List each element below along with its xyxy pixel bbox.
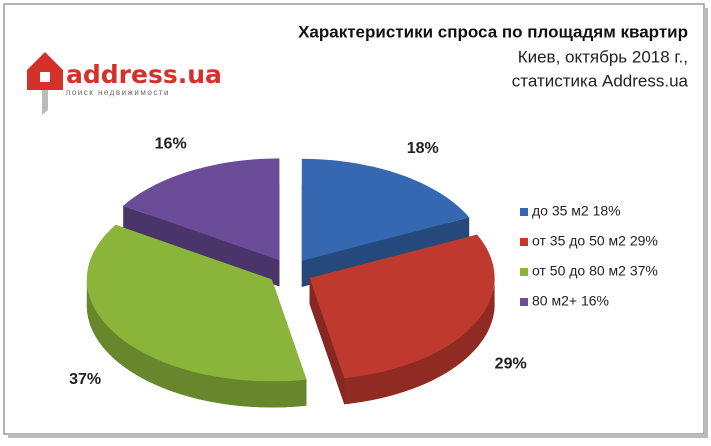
logo-name: address.ua [66,60,222,89]
data-label: 29% [495,355,527,372]
slice-side [86,279,307,408]
data-label: 16% [155,135,187,152]
chart-subtitle: Киев, октябрь 2018 г., [518,47,688,66]
legend-swatch [520,298,528,306]
slice [301,158,470,261]
legend-swatch [520,238,528,246]
data-label: 18% [407,140,439,157]
legend-label: 80 м2+ 16% [532,293,609,309]
logo-key [42,90,48,115]
legend-swatch [520,268,528,276]
frame-shadow [8,434,708,438]
pie-tops [86,158,495,382]
logo-tagline: поиск недвижимости [66,88,170,97]
data-label: 37% [69,371,101,388]
legend-swatch [520,208,528,216]
frame-shadow [704,8,708,437]
logo: address.ua поиск недвижимости [27,52,222,115]
logo-window [40,72,50,82]
chart-title: Характеристики спроса по площадям кварти… [298,22,688,41]
slice-side [344,278,495,405]
legend-label: от 50 до 80 м2 37% [532,263,658,279]
slice-wall [123,205,280,287]
chart-subtitle: статистика Address.ua [512,71,689,90]
slice [309,234,495,379]
slice-wall [309,278,345,405]
slice [86,224,307,382]
logo-house [27,52,63,90]
legend-label: до 35 м2 18% [532,203,621,219]
legend-label: от 35 до 50 м2 29% [532,233,658,249]
slice [123,158,280,261]
